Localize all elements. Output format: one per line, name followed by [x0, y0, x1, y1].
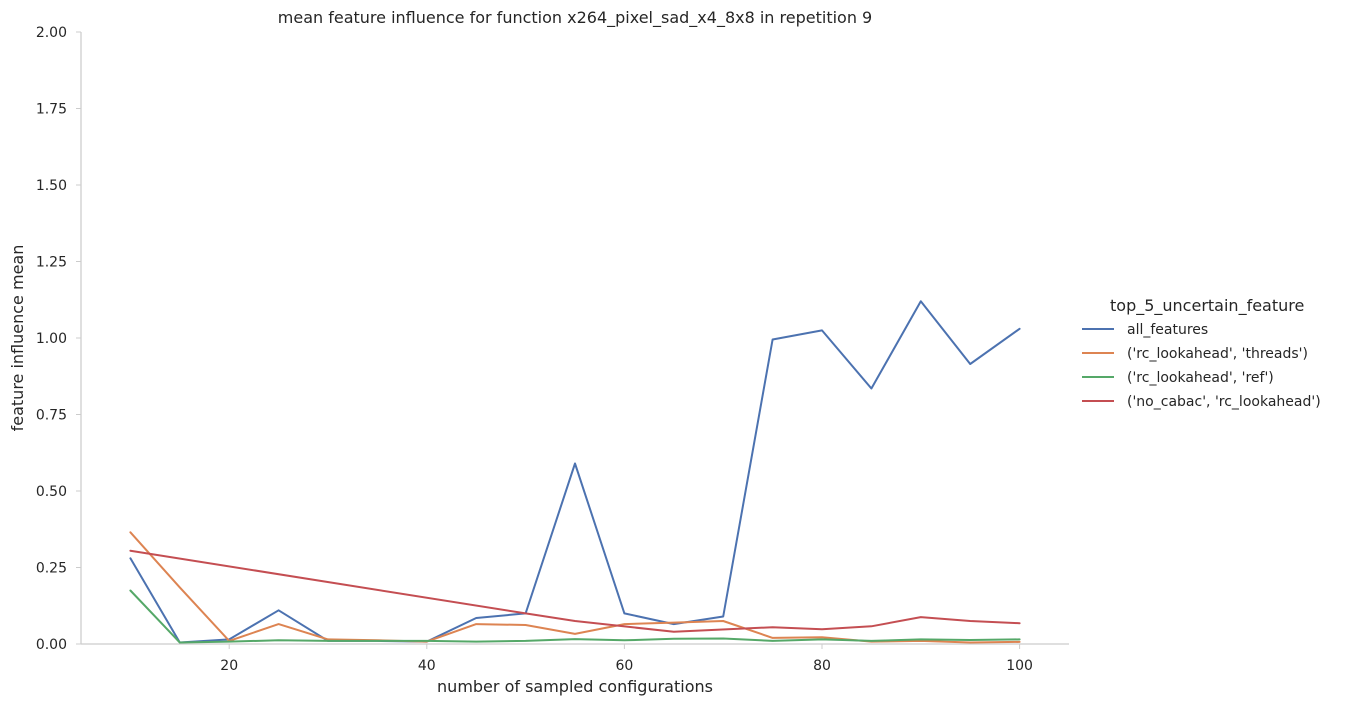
y-tick-label: 0.00 [36, 637, 67, 653]
y-tick-label: 1.75 [36, 102, 67, 118]
series-lines [129, 300, 1021, 644]
legend-label-1: all_features [1127, 322, 1208, 338]
y-axis-ticks: 0.00 0.25 0.50 0.75 1.00 1.25 1.50 1.75 2.00 [36, 25, 81, 653]
y-tick-label: 1.00 [36, 331, 67, 347]
series-line-3 [129, 589, 1021, 644]
legend-label-3: ('rc_lookahead', 'ref') [1127, 370, 1274, 386]
legend-items: all_features ('rc_lookahead', 'threads') (… [1082, 322, 1321, 410]
chart-title: mean feature influence for function x264… [278, 8, 872, 28]
x-tick-label: 40 [418, 658, 436, 674]
x-tick-label: 60 [615, 658, 633, 674]
legend-title: top_5_uncertain_feature [1110, 296, 1304, 316]
y-tick-label: 0.75 [36, 408, 67, 424]
x-tick-label: 80 [813, 658, 831, 674]
x-axis-ticks: 20 40 60 80 100 [220, 644, 1033, 674]
y-tick-label: 1.25 [36, 255, 67, 271]
x-axis-label: number of sampled configurations [437, 677, 713, 696]
legend: top_5_uncertain_feature all_features ('rc… [1082, 296, 1321, 410]
plot-area: 0.00 0.25 0.50 0.75 1.00 1.25 1.50 1.75 2.00 20 4… [36, 25, 1069, 674]
legend-label-4: ('no_cabac', 'rc_lookahead') [1127, 394, 1321, 410]
y-tick-label: 1.50 [36, 178, 67, 194]
y-tick-label: 2.00 [36, 25, 67, 41]
y-axis-label: feature influence mean [8, 245, 27, 432]
x-tick-label: 20 [220, 658, 238, 674]
legend-label-2: ('rc_lookahead', 'threads') [1127, 346, 1308, 362]
y-tick-label: 0.25 [36, 561, 67, 577]
y-tick-label: 0.50 [36, 484, 67, 500]
series-line-4 [129, 549, 1021, 633]
series-line-1 [129, 300, 1021, 644]
series-line-2 [129, 531, 1021, 644]
x-tick-label: 100 [1006, 658, 1033, 674]
